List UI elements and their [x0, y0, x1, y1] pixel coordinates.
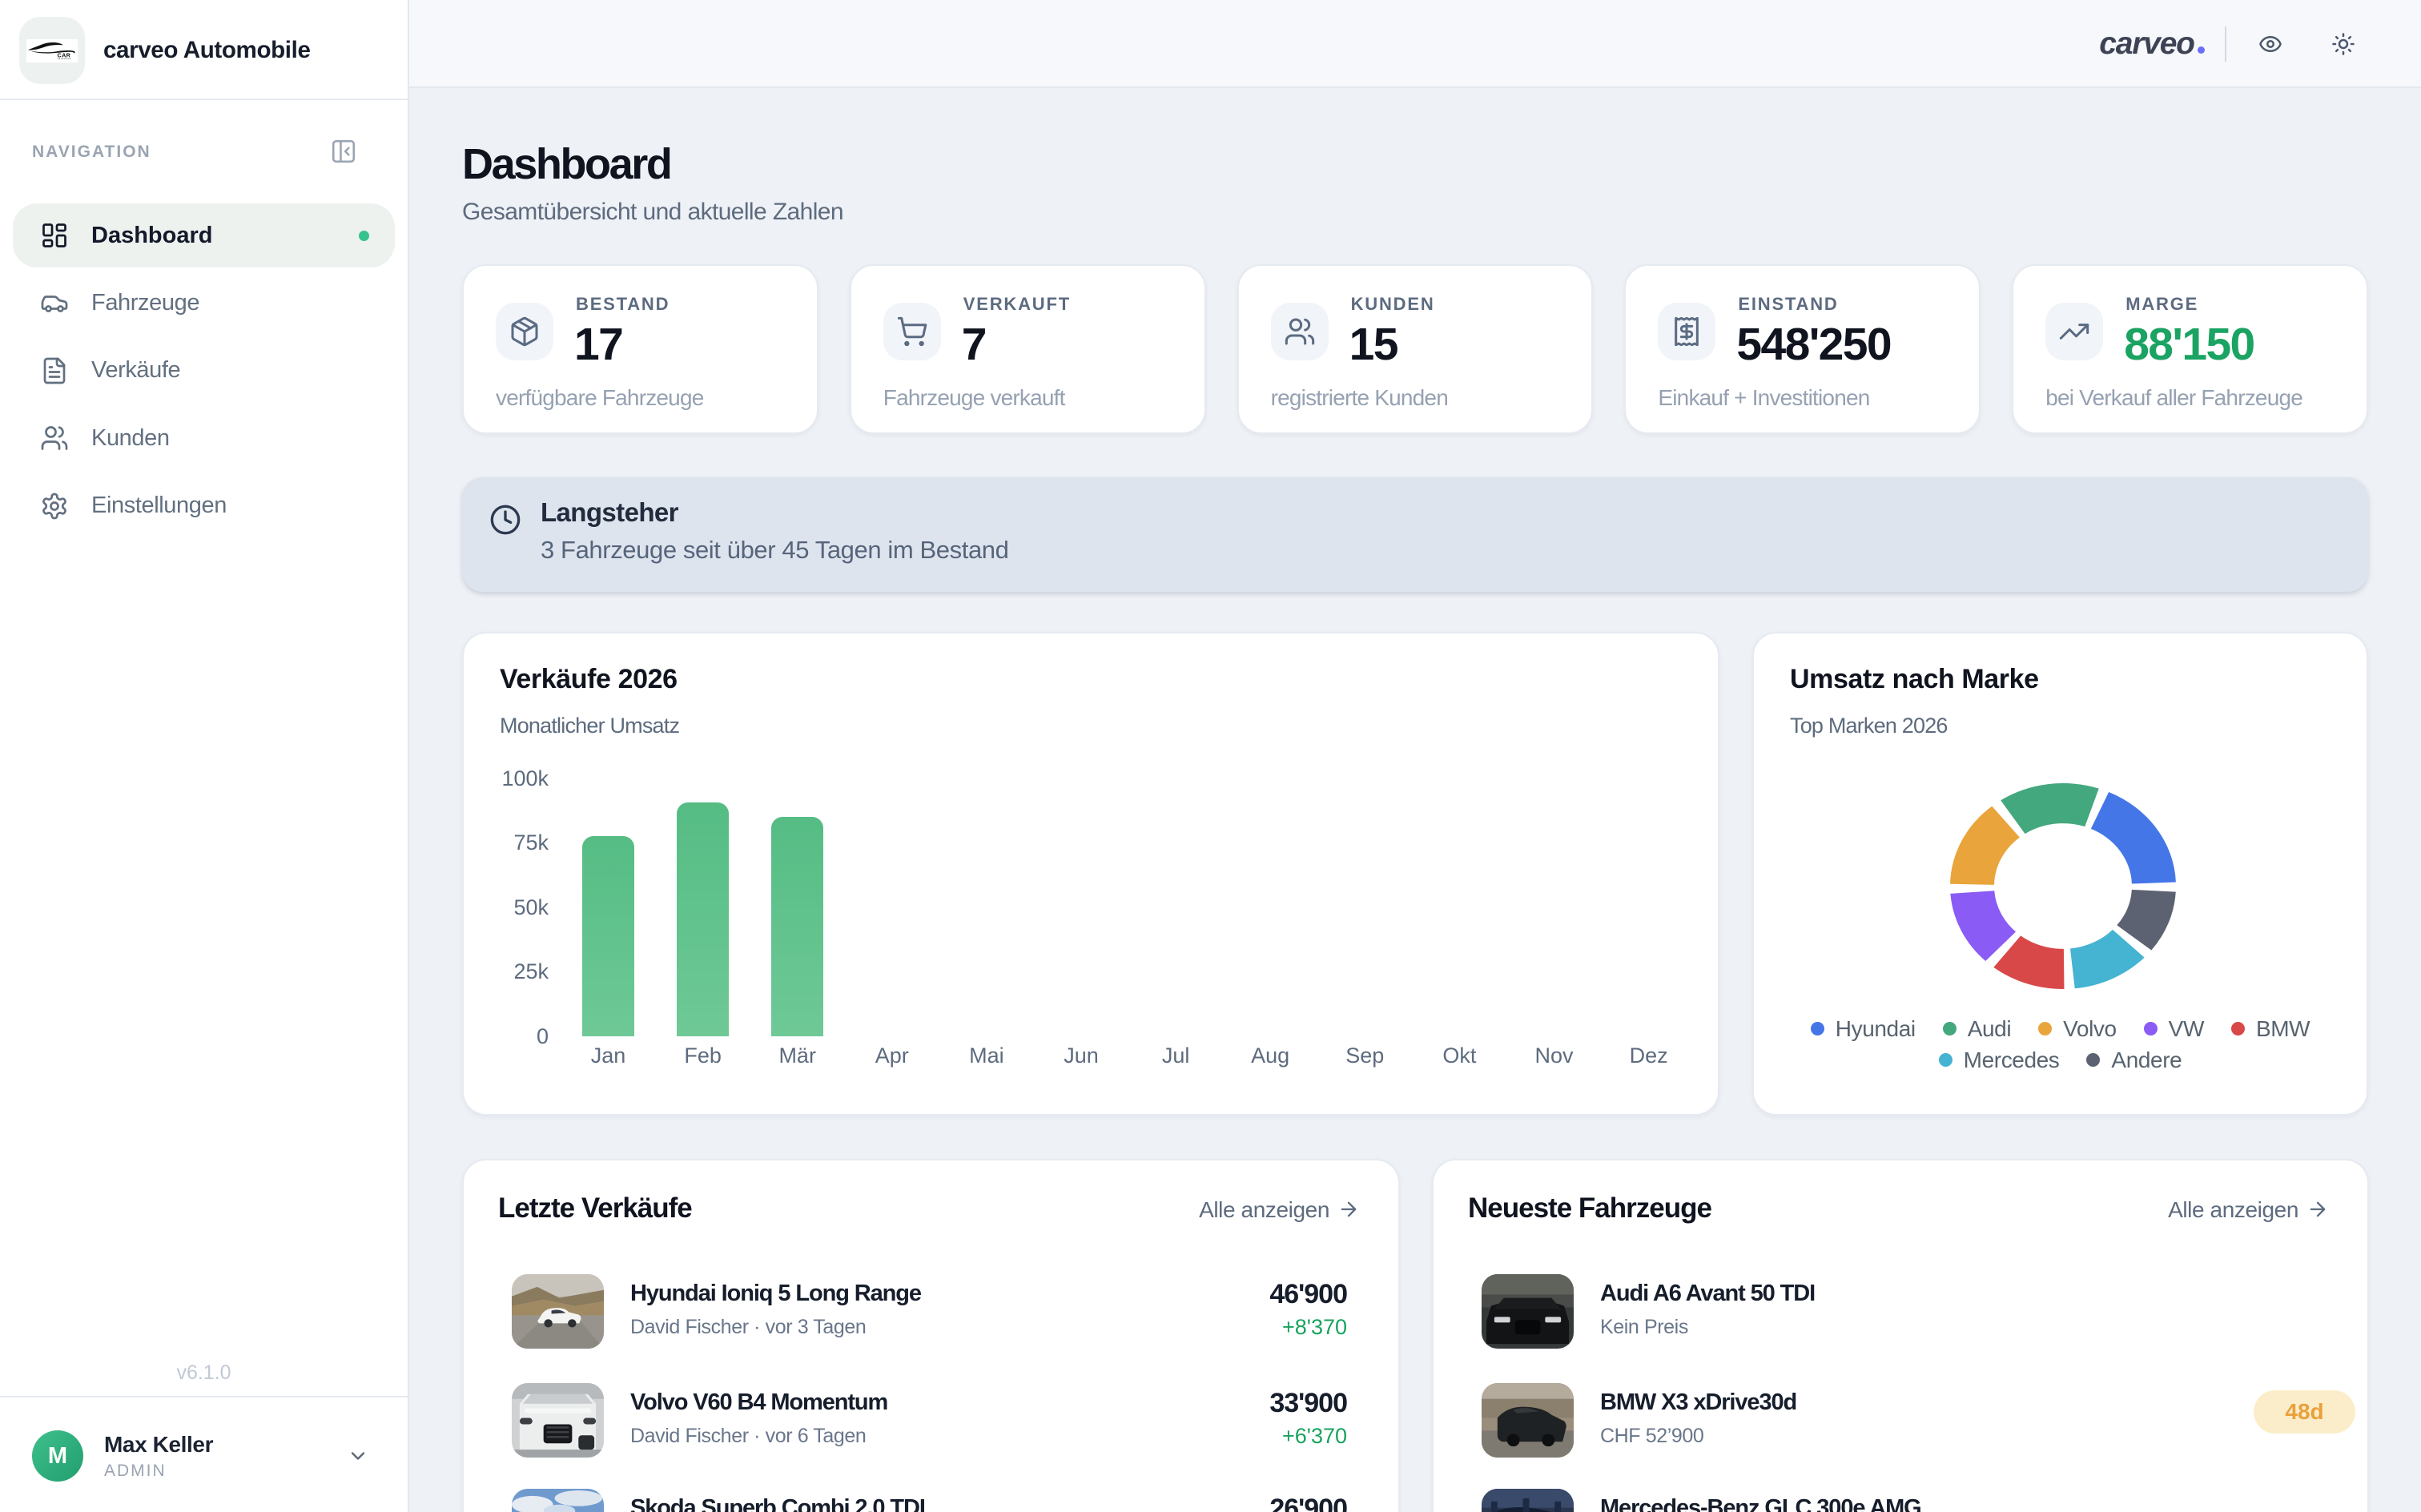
svg-text:CAR: CAR — [58, 51, 71, 58]
